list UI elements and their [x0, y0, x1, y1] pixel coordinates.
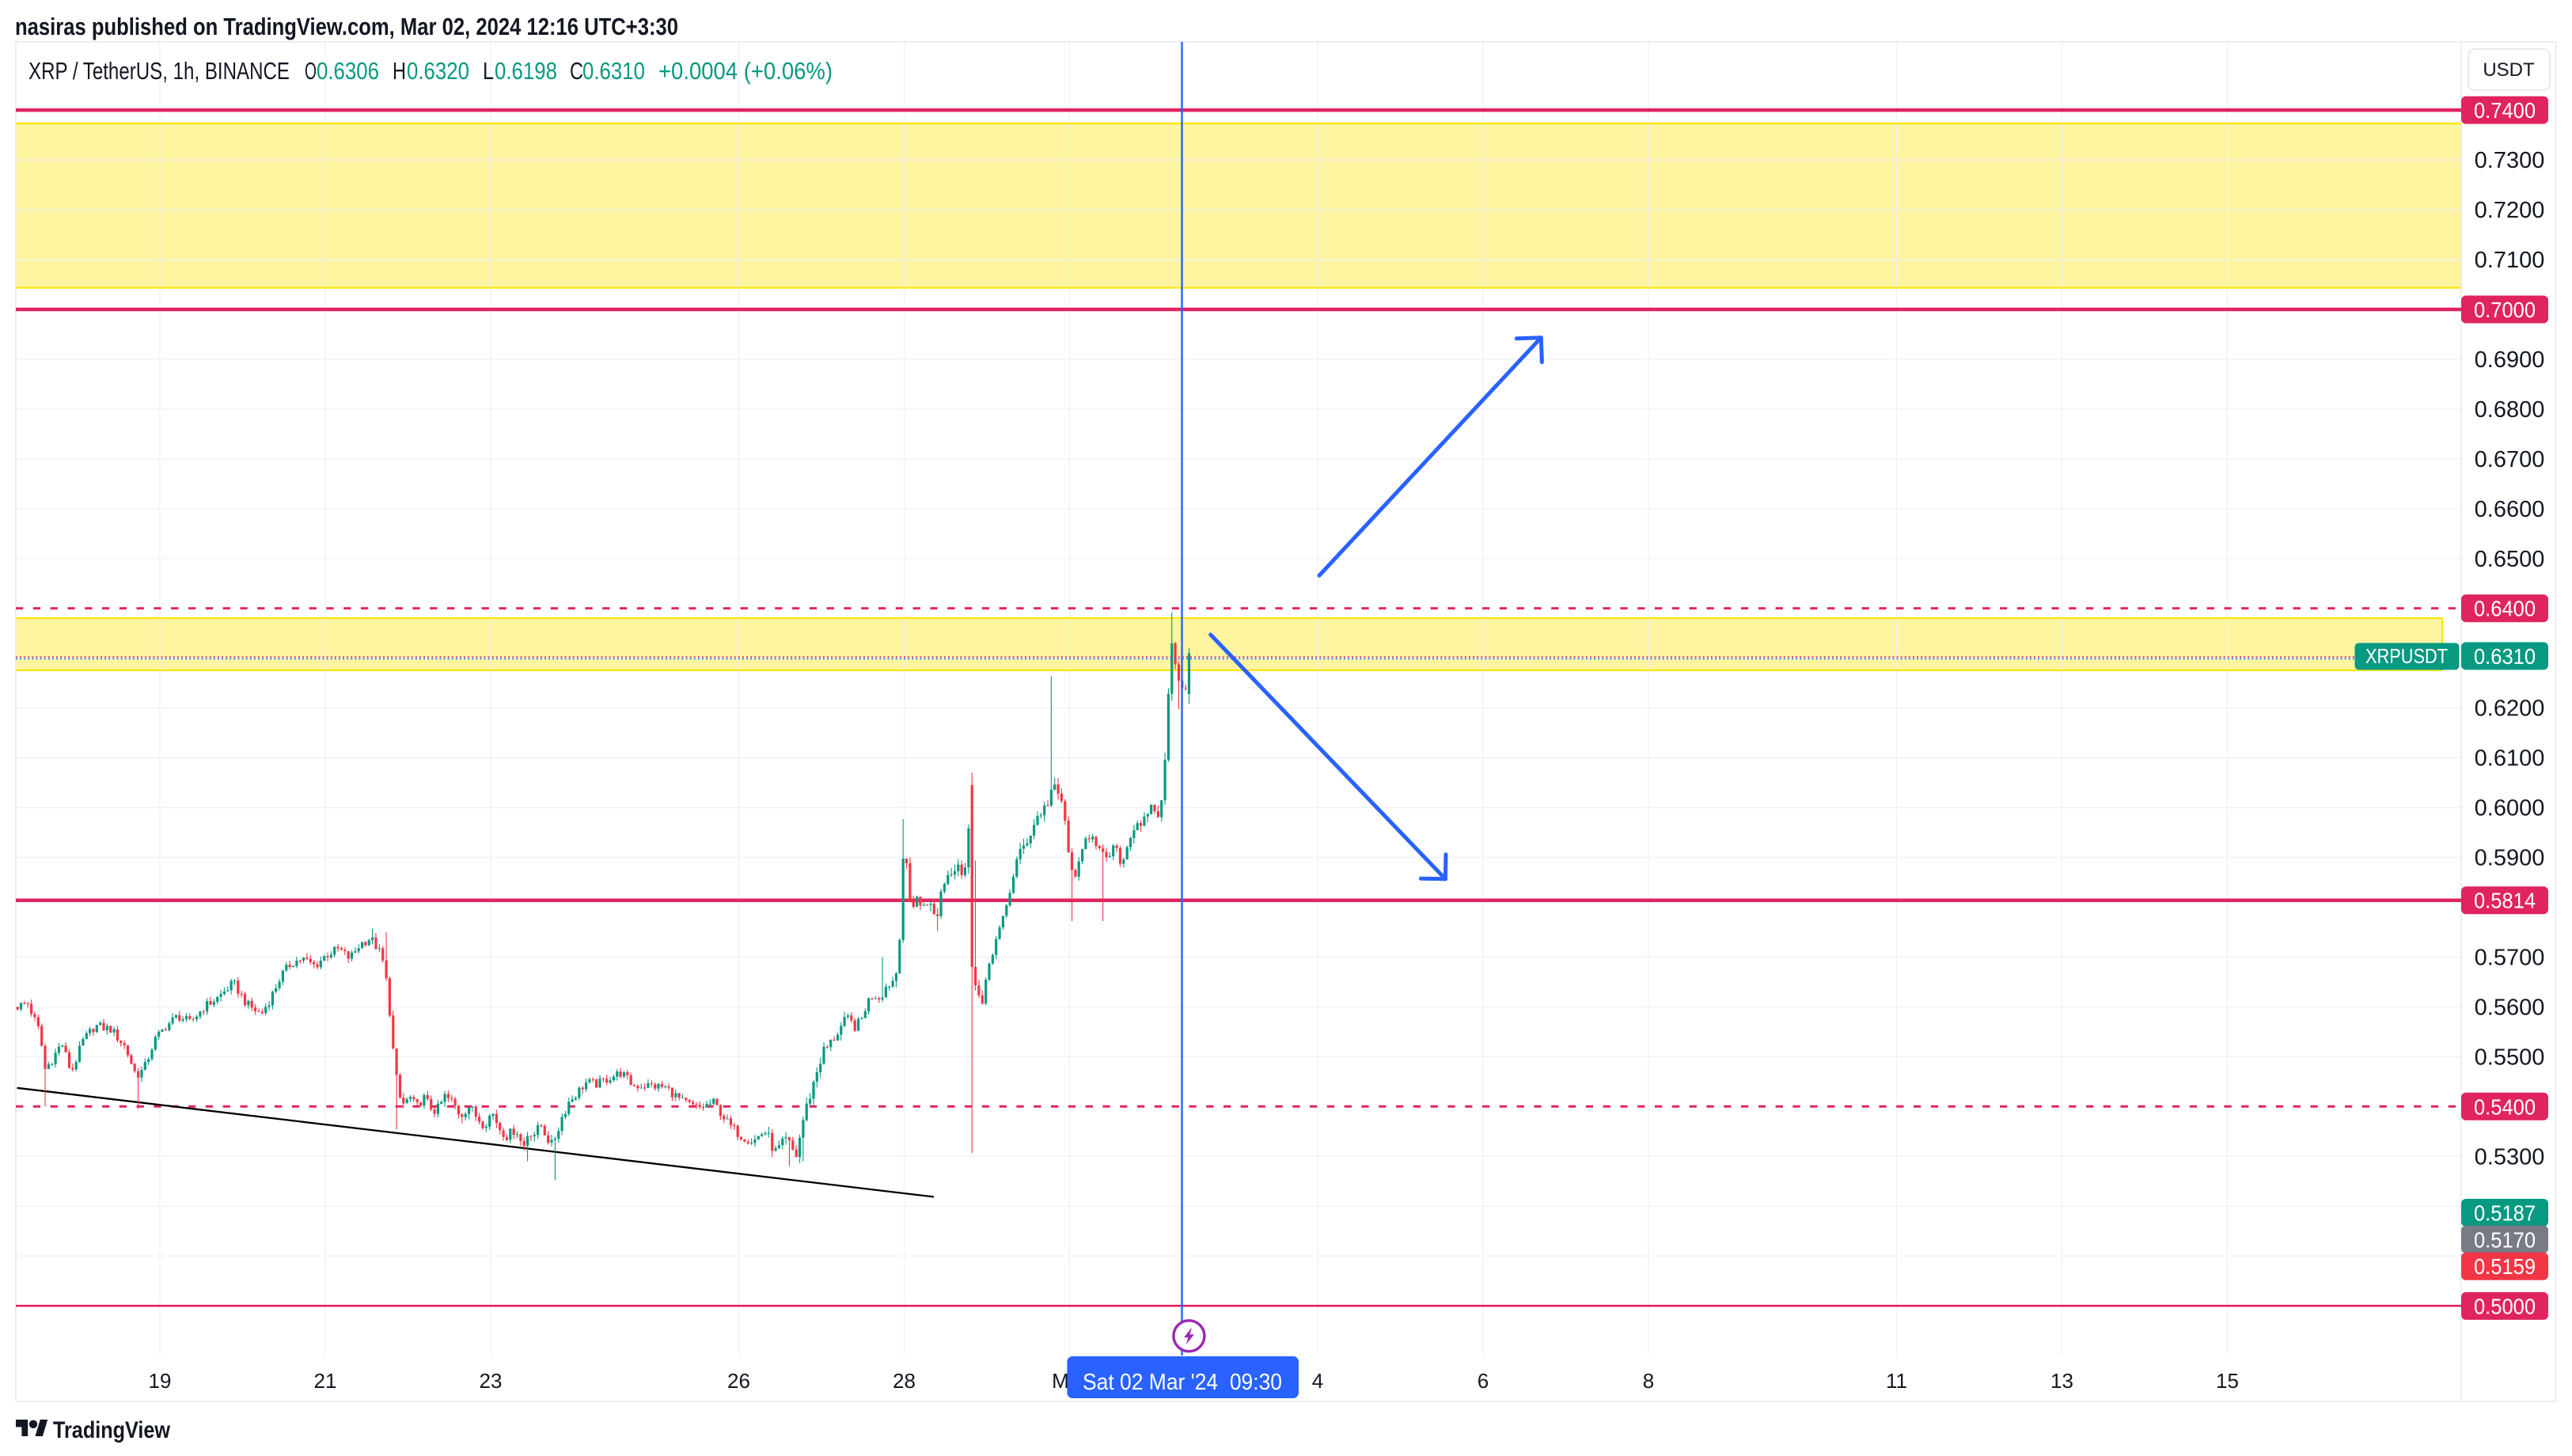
- svg-text:L: L: [483, 57, 494, 85]
- svg-text:0.7000: 0.7000: [2474, 298, 2536, 322]
- svg-text:0.5159: 0.5159: [2474, 1254, 2536, 1279]
- svg-text:6: 6: [1478, 1369, 1489, 1393]
- svg-text:0.5700: 0.5700: [2475, 946, 2545, 971]
- svg-text:0.6500: 0.6500: [2475, 547, 2545, 572]
- svg-text:4: 4: [1312, 1369, 1323, 1393]
- svg-text:XRPUSDT: XRPUSDT: [2365, 644, 2448, 668]
- svg-text:0.6310: 0.6310: [582, 57, 645, 85]
- svg-text:0.5000: 0.5000: [2474, 1294, 2536, 1318]
- svg-text:0.6200: 0.6200: [2475, 696, 2545, 722]
- svg-text:+0.0004 (+0.06%): +0.0004 (+0.06%): [658, 57, 833, 85]
- svg-text:0.5500: 0.5500: [2475, 1045, 2545, 1070]
- svg-text:0.5900: 0.5900: [2475, 846, 2545, 871]
- svg-text:28: 28: [893, 1369, 916, 1393]
- svg-text:0.7200: 0.7200: [2475, 198, 2545, 223]
- svg-text:0.7400: 0.7400: [2474, 98, 2536, 123]
- svg-text:26: 26: [727, 1369, 750, 1393]
- svg-text:0.6100: 0.6100: [2475, 746, 2545, 772]
- svg-text:0.7100: 0.7100: [2475, 248, 2545, 273]
- svg-text:H: H: [393, 57, 406, 85]
- svg-text:19: 19: [149, 1369, 172, 1393]
- svg-text:0.6900: 0.6900: [2475, 347, 2545, 373]
- svg-text:0.6306: 0.6306: [317, 57, 379, 85]
- svg-text:15: 15: [2216, 1369, 2239, 1393]
- svg-text:0.5187: 0.5187: [2474, 1201, 2536, 1226]
- svg-text:C: C: [570, 57, 583, 85]
- svg-text:0.5600: 0.5600: [2475, 995, 2545, 1020]
- svg-text:13: 13: [2050, 1369, 2073, 1393]
- svg-text:0.7300: 0.7300: [2475, 148, 2545, 173]
- svg-text:0.5400: 0.5400: [2474, 1094, 2536, 1119]
- svg-text:21: 21: [314, 1369, 337, 1393]
- svg-text:0.6000: 0.6000: [2475, 796, 2545, 821]
- svg-text:USDT: USDT: [2483, 59, 2535, 81]
- svg-text:Sat 02 Mar '24 09:30: Sat 02 Mar '24 09:30: [1083, 1370, 1282, 1395]
- svg-text:0.6310: 0.6310: [2474, 644, 2536, 669]
- svg-text:0.6600: 0.6600: [2475, 497, 2545, 522]
- svg-text:23: 23: [480, 1369, 503, 1393]
- svg-text:0.5300: 0.5300: [2475, 1144, 2545, 1170]
- svg-text:0.6400: 0.6400: [2474, 597, 2536, 621]
- svg-text:TradingView: TradingView: [53, 1417, 171, 1443]
- svg-text:0.6198: 0.6198: [495, 57, 557, 85]
- svg-text:0.6320: 0.6320: [407, 57, 469, 85]
- svg-text:0.6800: 0.6800: [2475, 397, 2545, 423]
- svg-text:11: 11: [1886, 1369, 1907, 1393]
- svg-text:nasiras published on TradingVi: nasiras published on TradingView.com, Ma…: [15, 13, 678, 40]
- svg-text:0.5814: 0.5814: [2474, 889, 2536, 913]
- svg-text:O: O: [305, 57, 317, 85]
- svg-text:0.6700: 0.6700: [2475, 447, 2545, 472]
- svg-text:8: 8: [1643, 1369, 1654, 1393]
- svg-text:0.5170: 0.5170: [2474, 1227, 2536, 1252]
- svg-text:XRP / TetherUS, 1h, BINANCE: XRP / TetherUS, 1h, BINANCE: [28, 57, 290, 85]
